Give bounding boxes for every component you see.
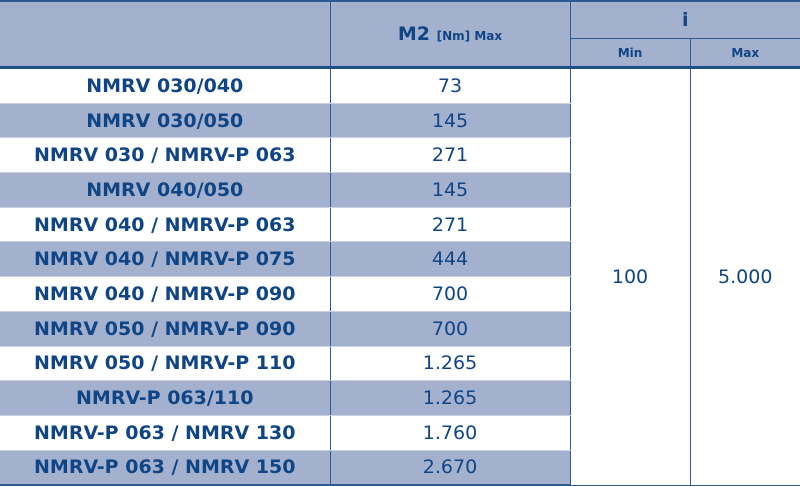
ratio-min-header: Min [569,38,691,69]
m2-label: M2 [397,23,431,45]
ratio-max-header: Max [689,38,800,69]
table-row: NMRV 050 / NMRV-P 090 700 [0,311,800,347]
m2-cell: 271 [330,207,571,243]
model-cell: NMRV 030/050 [0,103,331,139]
m2-cell: 145 [330,172,571,208]
m2-cell: 1.265 [330,380,571,416]
m2-cell: 1.265 [330,346,571,382]
model-cell: NMRV 040 / NMRV-P 090 [0,276,331,312]
model-cell: NMRV 050 / NMRV-P 110 [0,346,331,382]
m2-cell: 145 [330,103,571,139]
table-row: NMRV 040 / NMRV-P 063 271 [0,207,800,243]
m2-column-header: M2 [Nm] Max [329,0,571,69]
table-row: NMRV 040/050 145 [0,172,800,208]
model-cell: NMRV 040 / NMRV-P 075 [0,241,331,278]
table-row: NMRV 040 / NMRV-P 075 444 [0,241,800,278]
model-cell: NMRV 030 / NMRV-P 063 [0,137,331,174]
m2-unit: [Nm] Max [436,29,503,43]
model-cell: NMRV 030/040 [0,67,331,104]
model-column-header [0,0,331,69]
table-row: NMRV-P 063 / NMRV 130 1.760 [0,415,800,451]
m2-cell: 73 [330,67,571,104]
model-cell: NMRV 040 / NMRV-P 063 [0,207,331,243]
m2-cell: 700 [330,311,571,347]
model-cell: NMRV-P 063 / NMRV 130 [0,415,331,451]
m2-cell: 444 [330,241,571,278]
table-row: NMRV 050 / NMRV-P 110 1.265 [0,346,800,382]
table-row: NMRV 030/040 73 100 5.000 [0,67,800,486]
table-row: NMRV-P 063/110 1.265 [0,380,800,416]
model-cell: NMRV-P 063/110 [0,380,331,416]
m2-cell: 271 [330,137,571,174]
m2-cell: 2.670 [330,450,571,486]
table-row: NMRV 040 / NMRV-P 090 700 [0,276,800,312]
ratio-column-header: i [569,0,800,39]
m2-cell: 700 [330,276,571,312]
table-row: NMRV 030/050 145 [0,103,800,139]
model-cell: NMRV 050 / NMRV-P 090 [0,311,331,347]
table-row: NMRV 030 / NMRV-P 063 271 [0,137,800,174]
ratio-max-cell: 5.000 [690,67,800,486]
ratio-min-cell: 100 [570,67,691,486]
model-cell: NMRV 040/050 [0,172,331,208]
m2-cell: 1.760 [330,415,571,451]
model-cell: NMRV-P 063 / NMRV 150 [0,450,331,486]
